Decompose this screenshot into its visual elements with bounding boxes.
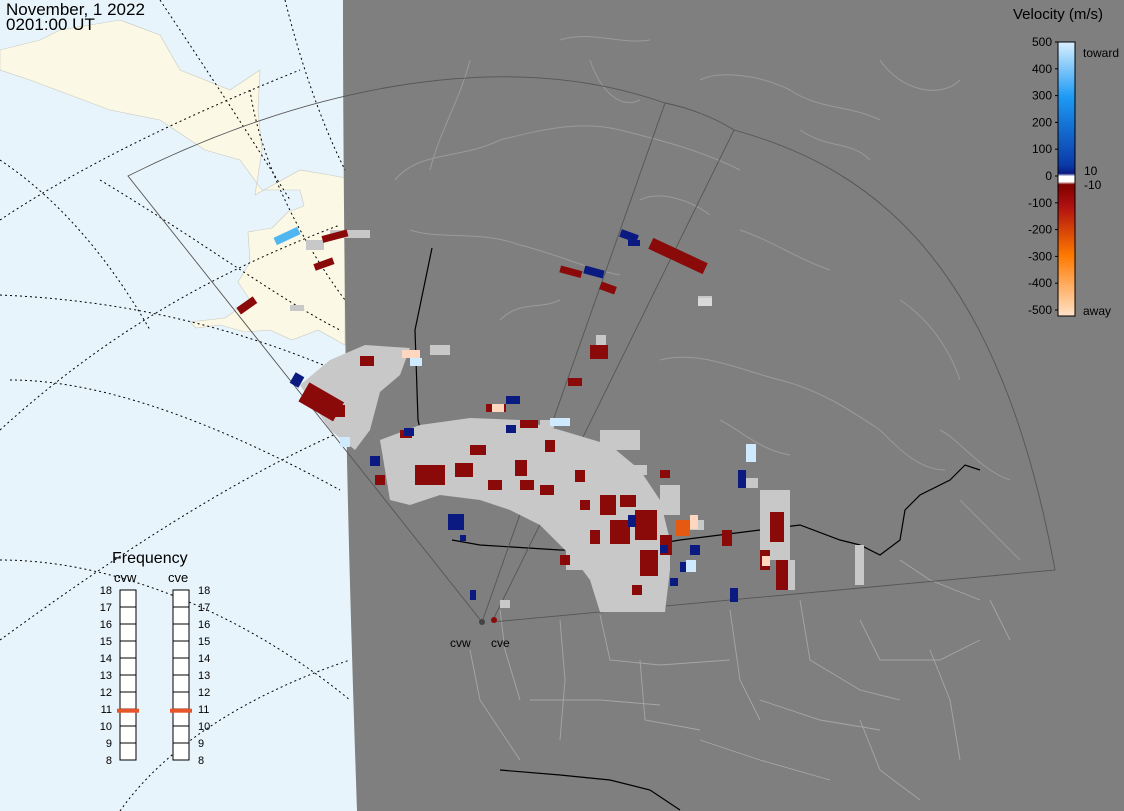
frequency-tick-label: 11 — [101, 704, 112, 716]
fov-outlines — [127, 76, 1056, 623]
velocity-colorbar — [1057, 41, 1076, 317]
velocity-tick-label: 300 — [1032, 89, 1052, 103]
ground-scatter — [290, 230, 864, 612]
frequency-tick-label: 18 — [100, 585, 112, 597]
velocity-tick-label: 0 — [1045, 169, 1052, 183]
frequency-label-cve: cve — [168, 570, 189, 585]
frequency-tick-label: 17 — [198, 602, 210, 614]
velocity-threshold-negative: -10 — [1084, 178, 1102, 192]
radar-site-markers — [479, 617, 497, 625]
velocity-tick-label: -400 — [1028, 276, 1052, 290]
frequency-tick-label: 11 — [198, 704, 209, 716]
title-time: 0201:00 UT — [6, 15, 95, 34]
night-region — [343, 0, 1124, 811]
frequency-tick-label: 18 — [198, 585, 210, 597]
frequency-tick-label: 15 — [198, 636, 210, 648]
velocity-tick-label: -300 — [1028, 249, 1052, 263]
frequency-tick-label: 10 — [100, 721, 112, 733]
velocity-threshold-positive: 10 — [1084, 164, 1098, 178]
velocity-tick-label: 500 — [1032, 35, 1052, 49]
frequency-title: Frequency — [112, 550, 188, 567]
frequency-tick-label: 10 — [198, 721, 210, 733]
velocity-colorbar-ticks: 500 400 300 200 100 0 -100 -200 -300 -400 -500 10-1… — [1028, 35, 1119, 318]
velocity-tick-label: -500 — [1028, 303, 1052, 317]
frequency-tick-label: 13 — [198, 670, 210, 682]
title-date: November, 1 2022 — [6, 0, 145, 19]
frequency-tick-label: 16 — [198, 619, 210, 631]
coastlines — [394, 36, 1021, 561]
radar-site-label-cve: cve — [491, 636, 510, 650]
frequency-tick-label: 15 — [100, 636, 112, 648]
frequency-tick-label: 14 — [198, 653, 210, 665]
frequency-tick-label: 16 — [100, 619, 112, 631]
velocity-tick-label: 400 — [1032, 62, 1052, 76]
velocity-tick-label: 200 — [1032, 115, 1052, 129]
graticule — [0, 0, 351, 811]
frequency-marker-cvw — [117, 708, 139, 713]
radar-site-label-cvw: cvw — [450, 636, 471, 650]
frequency-tick-label: 9 — [106, 738, 112, 750]
velocity-tick-label: -200 — [1028, 223, 1052, 237]
velocity-toward-label: toward — [1083, 46, 1119, 60]
frequency-tick-label: 8 — [106, 755, 112, 767]
frequency-gauges: 18 17 16 15 14 13 12 11 10 9 8 18 17 16 15 14 13 12 11 10 9 8 — [100, 585, 211, 767]
velocity-scatter-away — [236, 229, 788, 595]
frequency-tick-label: 14 — [100, 653, 112, 665]
frequency-tick-label: 13 — [100, 670, 112, 682]
velocity-away-label: away — [1083, 304, 1111, 318]
frequency-tick-label: 9 — [198, 738, 204, 750]
frequency-marker-cve — [170, 708, 192, 713]
frequency-label-cvw: cvw — [114, 570, 137, 585]
frequency-tick-label: 12 — [100, 687, 112, 699]
state-borders — [469, 559, 1011, 801]
velocity-tick-label: 100 — [1032, 142, 1052, 156]
frequency-tick-label: 12 — [198, 687, 210, 699]
frequency-tick-label: 8 — [198, 755, 204, 767]
velocity-scatter-toward — [289, 229, 746, 602]
frequency-tick-label: 17 — [100, 602, 112, 614]
velocity-tick-label: -100 — [1028, 196, 1052, 210]
velocity-scatter-extremes — [273, 226, 770, 572]
velocity-scale-title: Velocity (m/s) — [1013, 6, 1104, 23]
